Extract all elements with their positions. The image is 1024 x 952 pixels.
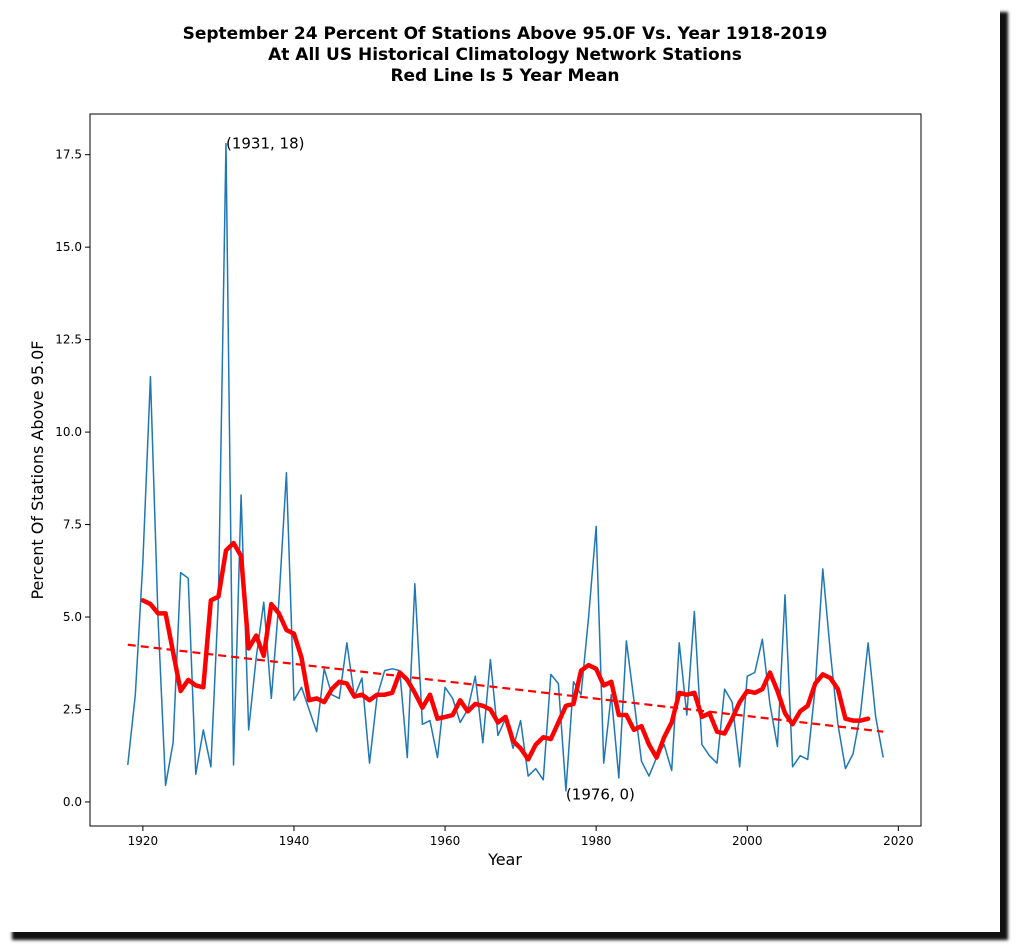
y-tick-label: 17.5 [55,148,82,162]
y-tick-label: 0.0 [63,795,82,809]
x-axis-label: Year [487,850,522,869]
x-tick-label: 2000 [732,834,763,848]
x-tick-label: 1920 [128,834,159,848]
chart-title-line-2: At All US Historical Climatology Network… [268,45,742,65]
annotation-layer: (1931, 18) (1976, 0) [226,135,635,804]
chart-title-line-3: Red Line Is 5 Year Mean [390,66,619,86]
annotation-label: (1976, 0) [566,786,635,804]
y-axis-label: Percent Of Stations Above 95.0F [28,340,47,599]
y-tick-label: 2.5 [63,702,82,716]
x-tick-label: 1980 [581,834,612,848]
annotation-label: (1931, 18) [226,135,305,153]
x-tick-label: 1940 [279,834,310,848]
x-tick-label: 1960 [430,834,461,848]
series-layer [127,142,884,792]
y-tick-label: 10.0 [55,425,82,439]
chart-svg: September 24 Percent Of Stations Above 9… [28,24,922,869]
y-tick-label: 15.0 [55,240,82,254]
y-tick-label: 7.5 [63,518,82,532]
y-axis-ticks: 0.0 2.5 5.0 7.5 10.0 12.5 15.0 17.5 [55,148,90,809]
x-tick-label: 2020 [883,834,914,848]
series-five-year-mean-line [140,540,871,762]
chart-frame: September 24 Percent Of Stations Above 9… [4,4,1000,932]
x-axis-ticks: 1920 1940 1960 1980 2000 2020 [128,826,914,848]
y-tick-label: 12.5 [55,333,82,347]
y-tick-label: 5.0 [63,610,82,624]
trend-line [127,643,884,733]
chart-title-line-1: September 24 Percent Of Stations Above 9… [183,24,828,44]
